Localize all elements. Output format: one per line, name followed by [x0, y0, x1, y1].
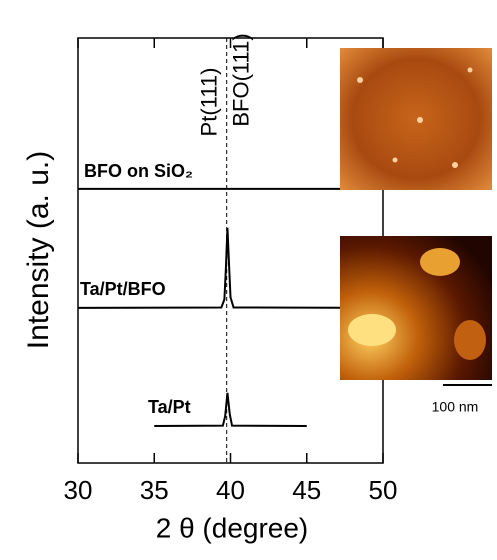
- afm-speck: [392, 157, 398, 163]
- annotation: Pt(111): [197, 68, 222, 137]
- afm-speck: [467, 67, 473, 73]
- afm-speck: [417, 117, 423, 123]
- afm-grain: [454, 320, 486, 360]
- x-tick-label: 35: [140, 475, 169, 505]
- series-label: Ta/Pt/BFO: [80, 279, 166, 299]
- annotation: BFO(111): [229, 33, 254, 126]
- x-axis-label: 2 θ (degree): [156, 512, 309, 543]
- series-line: [77, 227, 384, 309]
- afm-image-bfo-sio2: [340, 48, 492, 190]
- scale-bar-label: 100 nm: [432, 399, 479, 415]
- x-tick-label: 45: [292, 475, 321, 505]
- x-tick-label: 40: [216, 475, 245, 505]
- y-axis-label: Intensity (a. u.): [22, 151, 55, 349]
- afm-speck: [452, 162, 458, 168]
- afm-images: 100 nm: [340, 48, 492, 415]
- series-label: BFO on SiO₂: [84, 161, 193, 181]
- afm-speck: [357, 77, 363, 83]
- x-tick-label: 30: [64, 475, 93, 505]
- afm-grain: [348, 314, 396, 346]
- series-line: [154, 392, 307, 428]
- x-tick-label: 50: [369, 475, 398, 505]
- series-label: Ta/Pt: [148, 397, 191, 417]
- afm-grain: [420, 248, 460, 276]
